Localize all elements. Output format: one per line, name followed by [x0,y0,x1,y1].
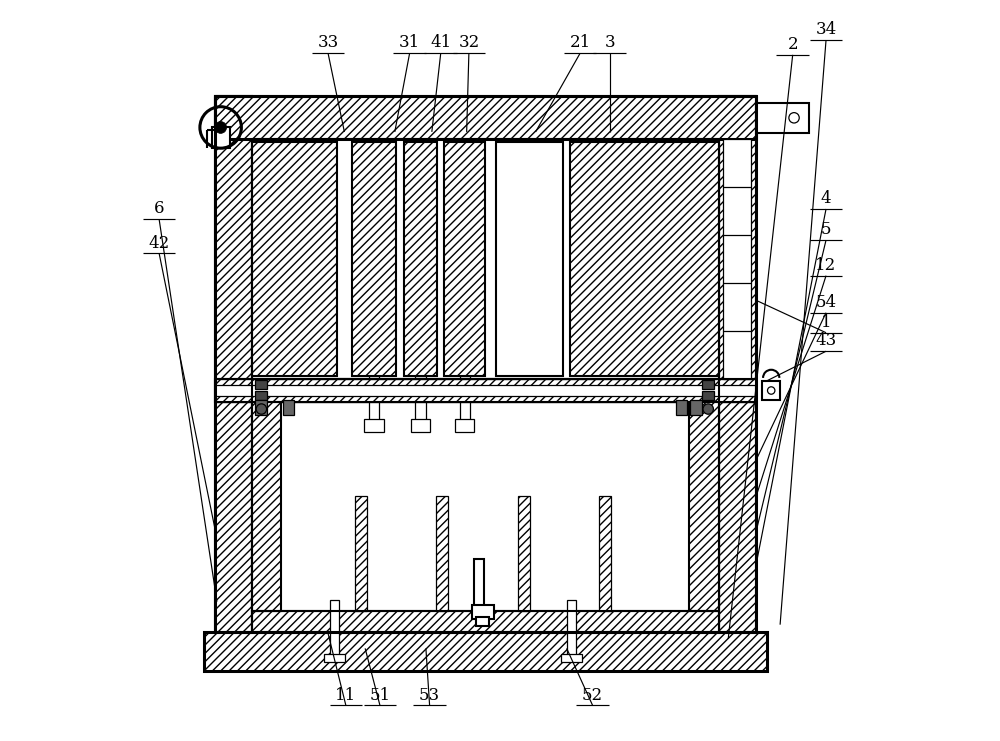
Bar [518,496,530,611]
Circle shape [703,404,713,414]
Bar [570,142,719,376]
Bar [702,379,714,390]
Bar [252,402,281,611]
Bar [255,379,267,390]
Text: 5: 5 [821,222,831,238]
Text: 11: 11 [335,687,356,703]
Bar [330,600,339,659]
Bar [215,396,756,402]
Text: 54: 54 [815,294,837,310]
Text: 32: 32 [458,35,480,51]
Text: 31: 31 [399,35,420,51]
Text: 3: 3 [604,35,615,51]
Bar [455,419,474,432]
Bar [252,142,337,376]
Bar [561,654,582,662]
Bar [472,605,494,619]
Bar [324,654,345,662]
Bar [255,391,267,400]
Bar [762,381,780,400]
Bar [599,496,611,611]
Text: 2: 2 [787,36,798,53]
Bar [690,400,702,415]
Bar [476,617,489,626]
Text: 41: 41 [430,35,451,51]
Bar [415,376,426,421]
Bar [252,611,719,632]
Bar [496,142,563,376]
Text: 21: 21 [569,35,591,51]
Text: 4: 4 [821,190,831,207]
Bar [474,559,484,608]
Bar [676,400,687,415]
Bar [411,419,430,432]
Bar [355,496,367,611]
Bar [215,379,756,402]
Circle shape [256,404,267,414]
Bar [215,96,252,632]
Bar [567,600,576,659]
Bar [369,376,379,421]
Bar [444,142,485,376]
Text: 51: 51 [369,687,391,703]
Bar [212,127,230,148]
Bar [352,142,396,376]
Bar [364,419,384,432]
Bar [756,103,809,133]
Bar [702,391,714,400]
Text: 42: 42 [149,235,170,251]
Text: 43: 43 [815,333,837,349]
Bar [215,96,756,139]
Bar [460,376,470,421]
Text: 53: 53 [419,687,440,703]
Bar [719,96,756,632]
Bar [689,402,719,611]
Bar [204,632,767,671]
Bar [723,139,751,379]
Bar [404,142,437,376]
Text: 1: 1 [821,314,831,330]
Text: 52: 52 [582,687,603,703]
Text: 34: 34 [815,21,837,38]
Text: 12: 12 [815,257,837,273]
Bar [283,400,294,415]
Bar [255,400,267,415]
Text: 6: 6 [154,201,164,217]
Text: 33: 33 [317,35,339,51]
Bar [215,379,756,385]
Circle shape [215,122,227,133]
Bar [436,496,448,611]
